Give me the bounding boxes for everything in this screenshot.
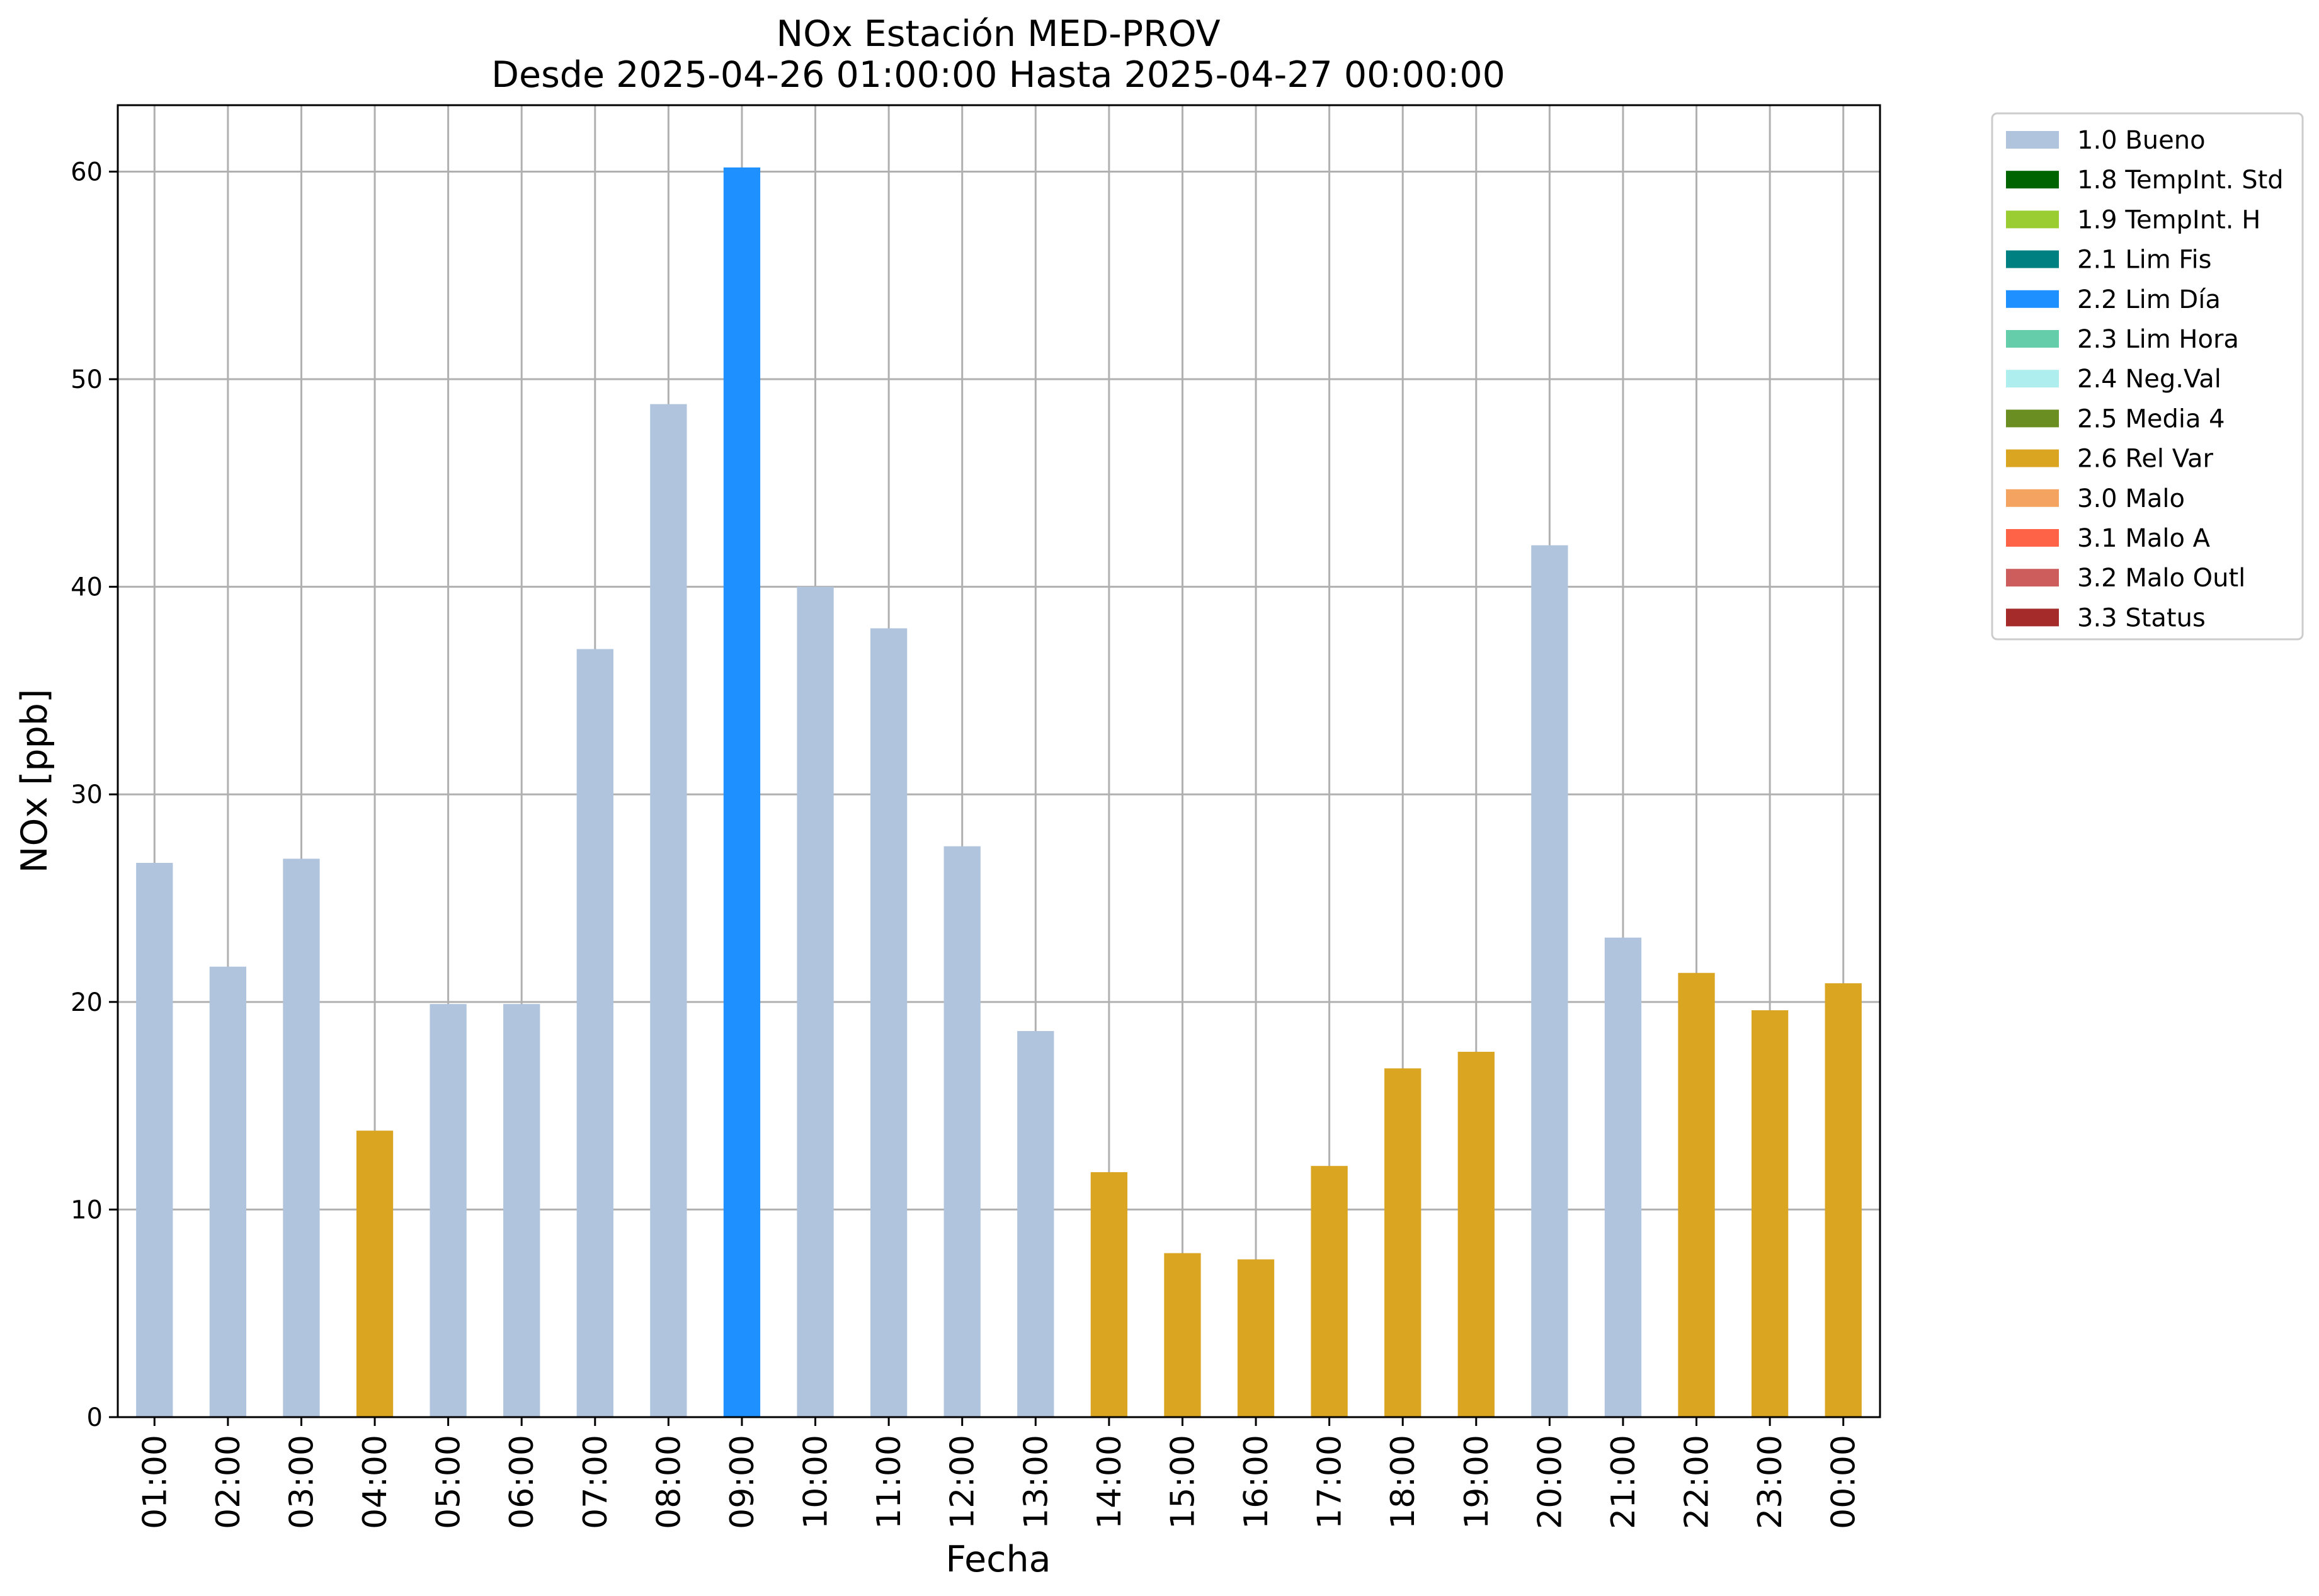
x-axis-label: Fecha bbox=[945, 1539, 1051, 1580]
legend-swatch bbox=[2006, 569, 2059, 587]
x-tick-label: 04:00 bbox=[356, 1435, 394, 1529]
legend-swatch bbox=[2006, 131, 2059, 149]
legend-label: 3.0 Malo bbox=[2077, 484, 2185, 513]
legend-label: 1.0 Bueno bbox=[2077, 126, 2206, 155]
y-tick-label: 40 bbox=[71, 573, 103, 602]
legend-swatch bbox=[2006, 409, 2059, 428]
bar-0500 bbox=[430, 1004, 467, 1417]
legend-label: 2.3 Lim Hora bbox=[2077, 325, 2239, 354]
bar-1300 bbox=[1017, 1030, 1054, 1417]
ticks-layer: 0 10 20 30 40 50 60 01:00 02:00 03:00 04:00 05:00 06… bbox=[71, 157, 1863, 1529]
x-tick-label: 06:00 bbox=[503, 1435, 541, 1529]
bar-0400 bbox=[356, 1131, 394, 1417]
legend-swatch bbox=[2006, 449, 2059, 467]
legend-label: 1.9 TempInt. H bbox=[2077, 205, 2260, 234]
y-tick-label: 0 bbox=[87, 1403, 103, 1432]
legend-label: 3.1 Malo A bbox=[2077, 524, 2211, 553]
legend-label: 3.3 Status bbox=[2077, 603, 2206, 632]
legend-items: 1.0 Bueno 1.8 TempInt. Std 1.9 TempInt. H 2… bbox=[2006, 126, 2284, 632]
legend-swatch bbox=[2006, 330, 2059, 348]
x-tick-label: 00:00 bbox=[1825, 1435, 1863, 1529]
x-tick-label: 10:00 bbox=[797, 1435, 835, 1529]
legend-label: 1.8 TempInt. Std bbox=[2077, 166, 2284, 195]
bar-1500 bbox=[1164, 1253, 1201, 1417]
x-tick-label: 18:00 bbox=[1384, 1435, 1422, 1529]
legend-label: 2.2 Lim Día bbox=[2077, 285, 2221, 314]
legend-swatch bbox=[2006, 529, 2059, 547]
x-tick-label: 03:00 bbox=[283, 1435, 321, 1529]
bar-1000 bbox=[797, 586, 834, 1418]
bar-1800 bbox=[1384, 1068, 1422, 1417]
chart-title-line1: NOx Estación MED-PROV bbox=[776, 13, 1220, 55]
legend: 1.0 Bueno 1.8 TempInt. Std 1.9 TempInt. H 2… bbox=[1991, 112, 2304, 641]
x-tick-label: 01:00 bbox=[136, 1435, 174, 1529]
x-tick-label: 15:00 bbox=[1164, 1435, 1202, 1529]
plot-frame bbox=[117, 104, 1881, 1418]
y-tick-label: 30 bbox=[71, 780, 103, 809]
bar-1600 bbox=[1237, 1259, 1275, 1417]
x-tick-label: 09:00 bbox=[724, 1435, 761, 1529]
bar-1900 bbox=[1457, 1051, 1495, 1417]
y-tick-label: 60 bbox=[71, 157, 103, 186]
x-tick-label: 21:00 bbox=[1605, 1435, 1643, 1529]
legend-swatch bbox=[2006, 290, 2059, 308]
bar-0300 bbox=[283, 858, 320, 1417]
bar-0600 bbox=[503, 1004, 540, 1417]
bar-1100 bbox=[870, 628, 908, 1418]
legend-swatch bbox=[2006, 608, 2059, 627]
x-tick-label: 23:00 bbox=[1752, 1435, 1789, 1529]
legend-swatch bbox=[2006, 370, 2059, 388]
legend-swatch bbox=[2006, 210, 2059, 229]
x-tick-label: 07:00 bbox=[577, 1435, 615, 1529]
legend-swatch bbox=[2006, 489, 2059, 507]
x-tick-label: 12:00 bbox=[944, 1435, 982, 1529]
y-axis-label: NOx [ppb] bbox=[14, 689, 55, 873]
bar-1400 bbox=[1090, 1172, 1128, 1417]
bar-2200 bbox=[1678, 972, 1715, 1417]
x-tick-label: 13:00 bbox=[1017, 1435, 1055, 1529]
bars-layer bbox=[136, 167, 1862, 1418]
x-tick-label: 08:00 bbox=[650, 1435, 688, 1529]
bar-0700 bbox=[576, 649, 613, 1417]
y-tick-label: 10 bbox=[71, 1195, 103, 1224]
chart-title-line2: Desde 2025-04-26 01:00:00 Hasta 2025-04-… bbox=[491, 54, 1505, 96]
x-tick-label: 02:00 bbox=[210, 1435, 248, 1529]
x-tick-label: 17:00 bbox=[1311, 1435, 1349, 1529]
bar-2000 bbox=[1531, 545, 1568, 1418]
bar-1200 bbox=[943, 846, 981, 1417]
bar-0100 bbox=[136, 862, 173, 1417]
bar-2300 bbox=[1751, 1010, 1789, 1417]
x-tick-label: 19:00 bbox=[1458, 1435, 1496, 1529]
x-tick-label: 16:00 bbox=[1238, 1435, 1275, 1529]
legend-label: 2.4 Neg.Val bbox=[2077, 365, 2221, 394]
legend-label: 2.5 Media 4 bbox=[2077, 404, 2225, 433]
bar-0000 bbox=[1825, 983, 1862, 1417]
bar-0900 bbox=[723, 167, 761, 1417]
legend-swatch bbox=[2006, 171, 2059, 189]
bar-0800 bbox=[650, 404, 687, 1417]
x-tick-label: 22:00 bbox=[1678, 1435, 1716, 1529]
legend-label: 2.1 Lim Fis bbox=[2077, 246, 2211, 275]
legend-swatch bbox=[2006, 250, 2059, 268]
x-tick-label: 14:00 bbox=[1091, 1435, 1129, 1529]
bar-1700 bbox=[1311, 1166, 1348, 1417]
y-tick-label: 50 bbox=[71, 365, 103, 394]
x-tick-label: 11:00 bbox=[870, 1435, 908, 1529]
legend-box bbox=[1991, 112, 2304, 641]
legend-label: 2.6 Rel Var bbox=[2077, 445, 2214, 474]
legend-label: 3.2 Malo Outl bbox=[2077, 564, 2245, 593]
bar-0200 bbox=[209, 966, 247, 1417]
x-tick-label: 20:00 bbox=[1531, 1435, 1569, 1529]
x-tick-label: 05:00 bbox=[430, 1435, 468, 1529]
y-tick-label: 20 bbox=[71, 988, 103, 1017]
bar-2100 bbox=[1604, 937, 1642, 1417]
